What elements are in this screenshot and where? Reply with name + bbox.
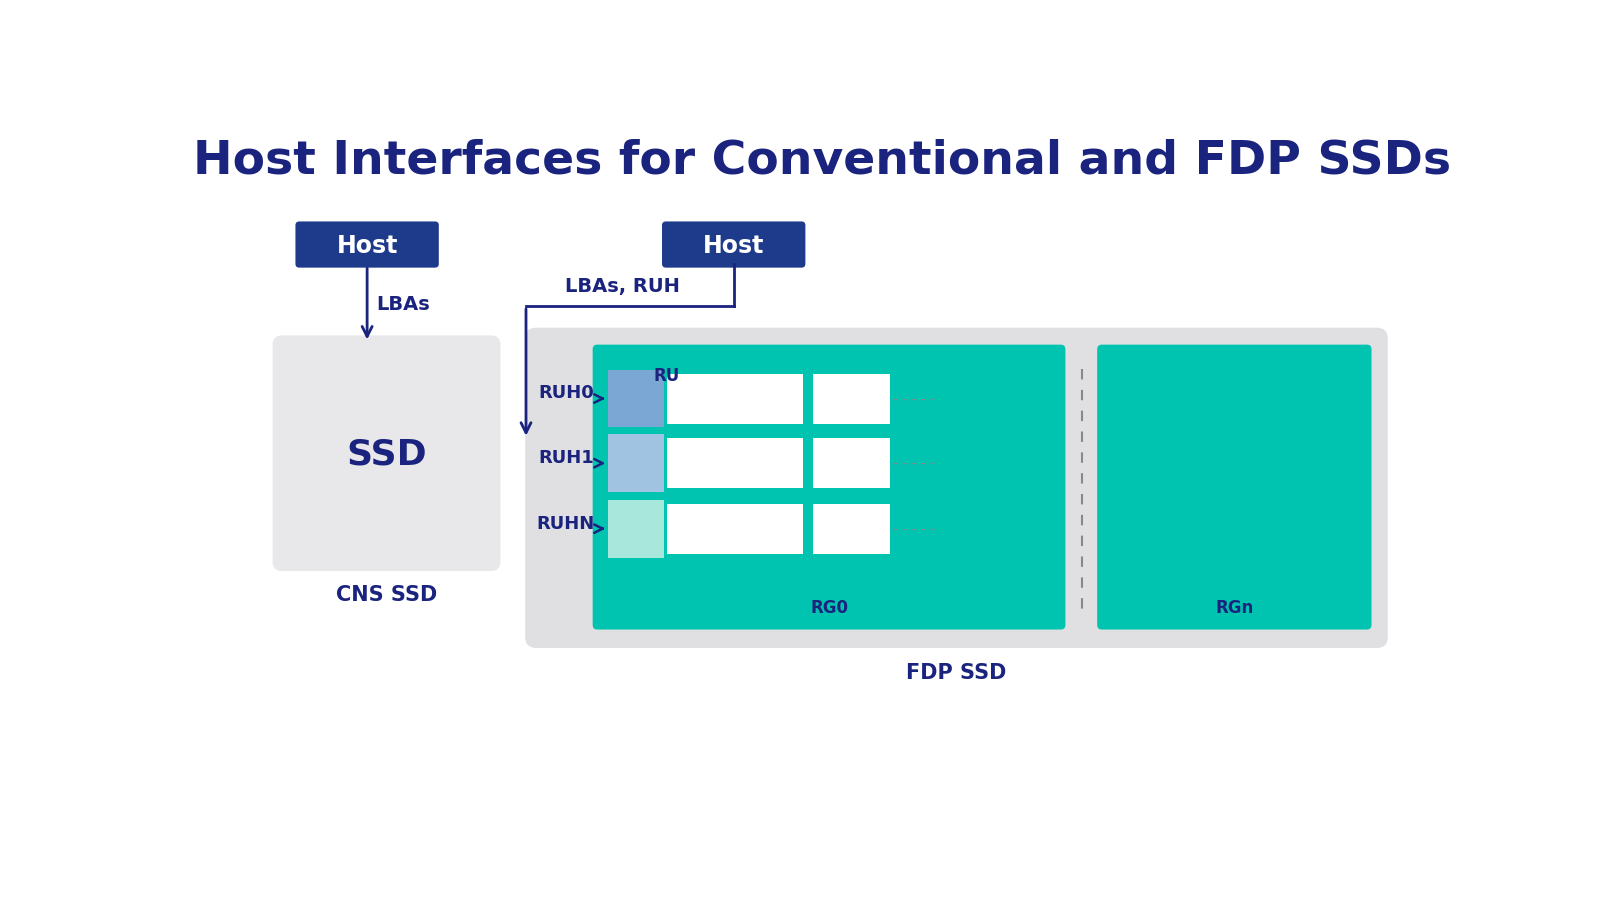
Text: CNS SSD: CNS SSD	[335, 584, 438, 604]
FancyBboxPatch shape	[608, 500, 664, 558]
FancyBboxPatch shape	[592, 345, 1065, 630]
Text: RU: RU	[654, 367, 680, 385]
Text: RUHN: RUHN	[536, 514, 593, 532]
Text: RG0: RG0	[810, 598, 849, 616]
FancyBboxPatch shape	[667, 504, 802, 554]
FancyBboxPatch shape	[295, 222, 439, 268]
FancyBboxPatch shape	[525, 329, 1387, 648]
FancyBboxPatch shape	[608, 435, 664, 492]
Text: - - - - -: - - - - -	[892, 522, 935, 536]
Text: FDP SSD: FDP SSD	[906, 662, 1007, 682]
FancyBboxPatch shape	[273, 336, 500, 572]
FancyBboxPatch shape	[1097, 345, 1371, 630]
Text: LBAs: LBAs	[377, 295, 430, 314]
Text: Host: Host	[703, 233, 765, 257]
Text: RGn: RGn	[1216, 598, 1253, 616]
Text: - - - - -: - - - - -	[892, 457, 935, 470]
FancyBboxPatch shape	[813, 374, 890, 424]
Text: RUH1: RUH1	[539, 449, 593, 467]
Text: SSD: SSD	[346, 437, 427, 470]
FancyBboxPatch shape	[667, 439, 802, 489]
FancyBboxPatch shape	[608, 370, 664, 428]
FancyBboxPatch shape	[667, 374, 802, 424]
Text: Host: Host	[337, 233, 398, 257]
Text: LBAs, RUH: LBAs, RUH	[565, 277, 680, 296]
FancyBboxPatch shape	[813, 504, 890, 554]
FancyBboxPatch shape	[813, 439, 890, 489]
Text: - - - - -: - - - - -	[892, 392, 935, 406]
FancyBboxPatch shape	[662, 222, 805, 268]
Text: Host Interfaces for Conventional and FDP SSDs: Host Interfaces for Conventional and FDP…	[192, 138, 1452, 183]
Text: RUH0: RUH0	[539, 384, 593, 402]
